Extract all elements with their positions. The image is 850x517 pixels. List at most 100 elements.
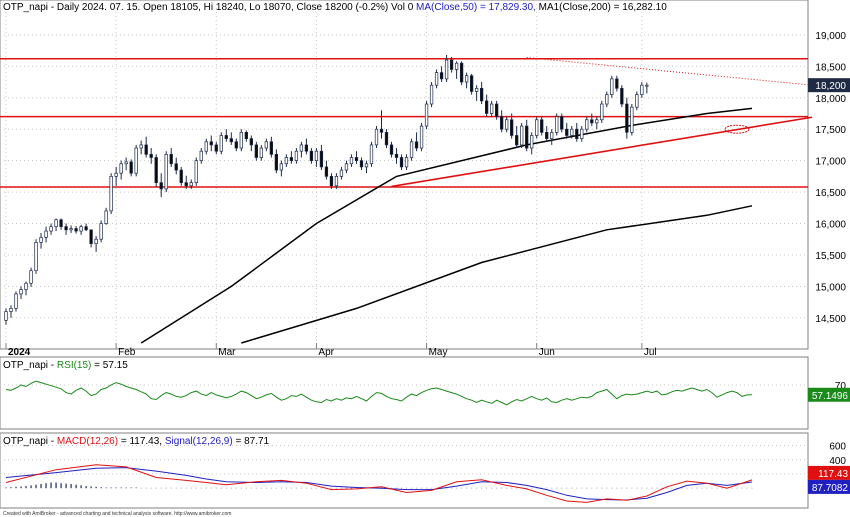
rsi-line <box>5 380 753 406</box>
candle-body <box>204 141 208 152</box>
candle-body <box>254 144 258 158</box>
price-tick-label: 18,000 <box>815 94 846 105</box>
candle-body <box>449 59 454 70</box>
macd-line <box>5 464 753 503</box>
candle-body <box>444 59 449 80</box>
candle-body <box>399 157 404 168</box>
price-tick-label: 17,500 <box>815 125 846 136</box>
candle-body <box>269 141 274 155</box>
candle-body <box>545 131 549 139</box>
candle-body <box>540 119 544 133</box>
price-axis: 19,000 18,500 18,000 17,500 17,000 16,500 16,0… <box>808 31 850 325</box>
candle-body <box>560 116 564 130</box>
candle-body <box>565 128 569 136</box>
candle-body <box>645 84 649 87</box>
candle-body <box>259 147 263 158</box>
candle-body <box>59 219 63 228</box>
candle-body <box>575 128 579 139</box>
footer-credit: Created with AmiBroker - advanced charti… <box>3 511 231 517</box>
candle-body <box>169 153 173 165</box>
candle-body <box>379 128 384 133</box>
candle-body <box>625 103 629 133</box>
ma200-line <box>241 205 753 344</box>
candle-body <box>605 94 609 105</box>
month-label: Mar <box>218 347 236 358</box>
month-label: May <box>429 347 448 358</box>
candle-body <box>359 160 364 168</box>
candle-body <box>590 119 594 124</box>
price-tick-label: 15,000 <box>815 282 846 293</box>
ma50-path <box>140 107 753 344</box>
candle-body <box>134 147 138 174</box>
candle-body <box>154 157 158 183</box>
candle-body <box>419 125 424 149</box>
candle-body <box>474 87 479 92</box>
candle-body <box>119 163 123 174</box>
candle-body <box>84 226 88 231</box>
candle-body <box>284 157 289 165</box>
candle-body <box>525 125 529 149</box>
candle-body <box>615 78 619 89</box>
candle-body <box>510 119 514 136</box>
candle-body <box>179 169 183 183</box>
candle-body <box>19 289 23 295</box>
chart-header: OTP_napi - Daily 2024. 07. 15. Open 1810… <box>3 2 667 13</box>
candle-body <box>69 228 73 231</box>
candle-body <box>495 103 499 117</box>
candle-body <box>530 135 534 149</box>
candle-body <box>144 144 148 155</box>
candle-body <box>184 182 188 187</box>
candle-body <box>74 228 78 232</box>
candle-body <box>289 157 294 161</box>
gridlines <box>0 0 808 349</box>
candle-body <box>384 131 389 146</box>
candle-body <box>54 219 58 228</box>
candle-body <box>114 172 118 177</box>
candle-body <box>334 176 339 187</box>
signal-value-label: 87.7082 <box>812 483 849 494</box>
candle-body <box>29 270 33 284</box>
candle-body <box>339 169 344 177</box>
candle-body <box>274 153 279 171</box>
candle-body <box>39 237 43 243</box>
candle-body <box>620 87 624 105</box>
candle-body <box>49 226 53 232</box>
candle-body <box>199 150 203 161</box>
candle-body <box>24 282 28 290</box>
candle-body <box>595 119 599 124</box>
candle-body <box>194 160 198 183</box>
signal-value-tag <box>808 479 850 494</box>
candle-body <box>279 163 284 171</box>
ma200-path <box>241 205 753 344</box>
ma50-line <box>140 107 753 344</box>
price-tick-label: 16,500 <box>815 188 846 199</box>
candle-body <box>239 131 243 149</box>
candle-body <box>520 125 524 146</box>
horizontal-levels <box>0 58 808 188</box>
candle-body <box>104 210 108 224</box>
candlesticks <box>4 54 649 325</box>
candle-body <box>500 116 504 130</box>
candle-body <box>309 150 314 161</box>
candle-body <box>149 153 153 158</box>
candle-body <box>630 106 634 133</box>
candle-body <box>304 144 309 152</box>
last-price-label: 18,200 <box>815 81 846 92</box>
candle-body <box>34 242 38 272</box>
candle-body <box>429 84 434 105</box>
candle-body <box>79 226 83 232</box>
candle-body <box>189 182 193 187</box>
price-tick-label: 14,500 <box>815 314 846 325</box>
candle-body <box>414 141 419 149</box>
price-tick-label: 19,000 <box>815 31 846 42</box>
candle-body <box>129 161 133 174</box>
candle-body <box>490 103 494 114</box>
candle-body <box>535 119 539 136</box>
candle-body <box>409 141 414 158</box>
candle-body <box>124 161 128 165</box>
highlight-ellipse <box>724 124 750 134</box>
candle-body <box>580 128 584 139</box>
rsi-panel <box>0 356 809 430</box>
